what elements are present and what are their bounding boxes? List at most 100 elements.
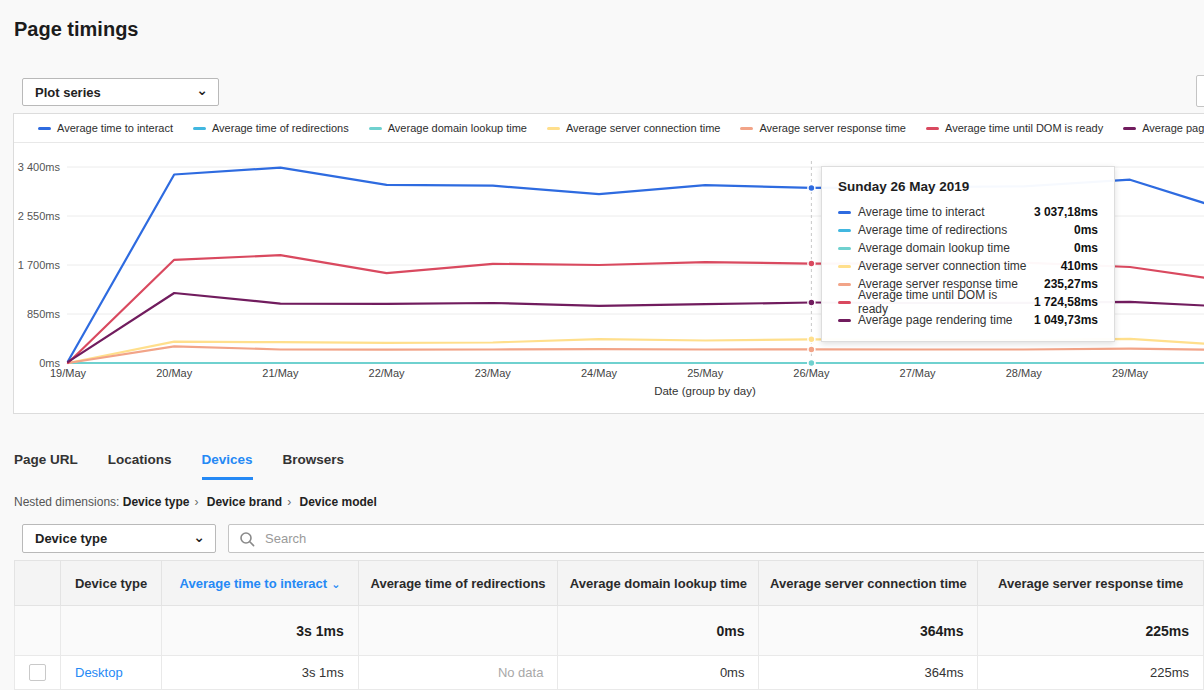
column-header[interactable]: Average server connection time bbox=[759, 561, 978, 606]
tab-browsers[interactable]: Browsers bbox=[283, 452, 345, 480]
column-header[interactable]: Device type bbox=[61, 561, 162, 606]
device-type-link[interactable]: Desktop bbox=[75, 665, 123, 680]
legend-item[interactable]: Average server response time bbox=[740, 122, 906, 134]
series-line bbox=[68, 339, 1204, 363]
search-input[interactable] bbox=[263, 530, 1204, 547]
nested-dimension-level: Device type bbox=[123, 495, 190, 509]
series-line bbox=[68, 346, 1204, 363]
x-axis-title: Date (group by day) bbox=[654, 385, 756, 397]
metric-value-cell: 0ms bbox=[558, 656, 759, 690]
series-color-swatch bbox=[838, 229, 851, 232]
series-color-swatch bbox=[1123, 127, 1136, 130]
metric-value-cell: 3s 1ms bbox=[162, 656, 358, 690]
chart-legend: Average time to interact Average time of … bbox=[14, 114, 1204, 143]
column-header[interactable]: Average time to interact⌄ bbox=[162, 561, 358, 606]
legend-item-label: Average page rendering time bbox=[1142, 122, 1204, 134]
row-select-cell bbox=[15, 656, 61, 690]
tooltip-series-value: 235,27ms bbox=[1044, 277, 1098, 291]
tab-devices[interactable]: Devices bbox=[202, 452, 253, 480]
legend-item-label: Average time to interact bbox=[57, 122, 173, 134]
column-header-label: Device type bbox=[75, 576, 147, 591]
summary-row: 3s 1ms 0ms364ms225ms bbox=[15, 606, 1204, 656]
nested-dimensions-prefix: Nested dimensions: bbox=[14, 495, 119, 509]
series-color-swatch bbox=[838, 319, 851, 322]
table-search[interactable] bbox=[228, 524, 1204, 553]
y-axis-tick-label: 3 400ms bbox=[18, 161, 61, 173]
column-header-label: Average time to interact bbox=[180, 576, 328, 591]
sort-direction-icon: ⌄ bbox=[331, 578, 340, 590]
tooltip-row: Average domain lookup time0ms bbox=[838, 239, 1098, 257]
tab-locations[interactable]: Locations bbox=[108, 452, 172, 480]
summary-value-cell: 0ms bbox=[558, 606, 759, 656]
column-header-label: Average server connection time bbox=[770, 576, 967, 591]
tooltip-series-value: 0ms bbox=[1074, 223, 1098, 237]
tooltip-series-label: Average domain lookup time bbox=[858, 241, 1067, 255]
partial-clipped-control[interactable] bbox=[1196, 75, 1204, 107]
tooltip-row: Average time to interact 3 037,18ms bbox=[838, 203, 1098, 221]
legend-item[interactable]: Average page rendering time bbox=[1123, 122, 1204, 134]
x-axis-tick-label: 24/May bbox=[581, 367, 618, 379]
tooltip-series-label: Average time to interact bbox=[858, 205, 1027, 219]
device-type-cell: Desktop bbox=[61, 656, 162, 690]
page-timings-chart-widget: Average time to interact Average time of … bbox=[13, 113, 1204, 414]
series-color-swatch bbox=[838, 283, 851, 286]
nested-dimension-level: Device model bbox=[296, 495, 377, 509]
x-axis-tick-label: 27/May bbox=[900, 367, 937, 379]
x-axis-tick-label: 22/May bbox=[369, 367, 406, 379]
device-timings-table: Device typeAverage time to interact⌄Aver… bbox=[14, 560, 1204, 690]
summary-value-cell bbox=[358, 606, 558, 656]
chart-tooltip: Sunday 26 May 2019 Average time to inter… bbox=[821, 166, 1115, 342]
column-header[interactable]: Average time of redirections bbox=[358, 561, 558, 606]
metric-value-cell: 364ms bbox=[759, 656, 978, 690]
tooltip-series-value: 3 037,18ms bbox=[1034, 205, 1098, 219]
plot-series-dropdown[interactable]: Plot series ⌄ bbox=[22, 78, 219, 106]
summary-value-cell: 3s 1ms bbox=[162, 606, 358, 656]
y-axis-tick-label: 2 550ms bbox=[18, 210, 61, 222]
legend-item[interactable]: Average time of redirections bbox=[193, 122, 349, 134]
tab-page-url[interactable]: Page URL bbox=[14, 452, 78, 480]
tooltip-series-label: Average server connection time bbox=[858, 259, 1054, 273]
legend-item[interactable]: Average time to interact bbox=[38, 122, 173, 134]
report-tabs: Page URL Locations Devices Browsers bbox=[14, 452, 344, 480]
tooltip-series-label: Average time until DOM is ready bbox=[858, 288, 1027, 316]
column-header[interactable]: Average domain lookup time bbox=[558, 561, 759, 606]
no-data-label: No data bbox=[498, 665, 544, 680]
summary-value-cell: 225ms bbox=[978, 606, 1204, 656]
x-axis-tick-label: 26/May bbox=[793, 367, 830, 379]
hover-point bbox=[808, 346, 815, 353]
legend-item-label: Average time of redirections bbox=[212, 122, 349, 134]
column-header-label: Average domain lookup time bbox=[570, 576, 747, 591]
series-color-swatch bbox=[38, 127, 51, 130]
series-color-swatch bbox=[193, 127, 206, 130]
chevron-down-icon: ⌄ bbox=[196, 83, 208, 97]
nested-dimensions: Nested dimensions: Device type › Device b… bbox=[14, 495, 377, 509]
metric-value-cell: No data bbox=[358, 656, 558, 690]
select-column-header[interactable] bbox=[15, 561, 61, 606]
column-header[interactable]: Average server response time bbox=[978, 561, 1204, 606]
legend-item[interactable]: Average time until DOM is ready bbox=[926, 122, 1103, 134]
series-color-swatch bbox=[547, 127, 560, 130]
page-title: Page timings bbox=[14, 18, 138, 41]
tooltip-series-label: Average page rendering time bbox=[858, 313, 1027, 327]
hover-point bbox=[808, 260, 815, 267]
summary-value-cell: 364ms bbox=[759, 606, 978, 656]
chevron-right-icon: › bbox=[194, 495, 198, 509]
dimension-select-dropdown[interactable]: Device type ⌄ bbox=[22, 524, 216, 553]
tooltip-series-value: 1 049,73ms bbox=[1034, 313, 1098, 327]
legend-item[interactable]: Average domain lookup time bbox=[369, 122, 527, 134]
legend-item-label: Average time until DOM is ready bbox=[945, 122, 1103, 134]
hover-point bbox=[808, 299, 815, 306]
row-checkbox[interactable] bbox=[29, 664, 46, 681]
x-axis-tick-label: 23/May bbox=[475, 367, 512, 379]
hover-point bbox=[808, 360, 815, 367]
series-color-swatch bbox=[926, 127, 939, 130]
series-color-swatch bbox=[838, 301, 851, 304]
table-header-row: Device typeAverage time to interact⌄Aver… bbox=[15, 561, 1204, 606]
series-color-swatch bbox=[838, 211, 851, 214]
legend-item[interactable]: Average server connection time bbox=[547, 122, 721, 134]
tooltip-series-value: 410ms bbox=[1061, 259, 1098, 273]
tooltip-series-value: 1 724,58ms bbox=[1034, 295, 1098, 309]
x-axis-tick-label: 28/May bbox=[1006, 367, 1043, 379]
series-color-swatch bbox=[740, 127, 753, 130]
nested-dimension-level: Device brand bbox=[203, 495, 282, 509]
